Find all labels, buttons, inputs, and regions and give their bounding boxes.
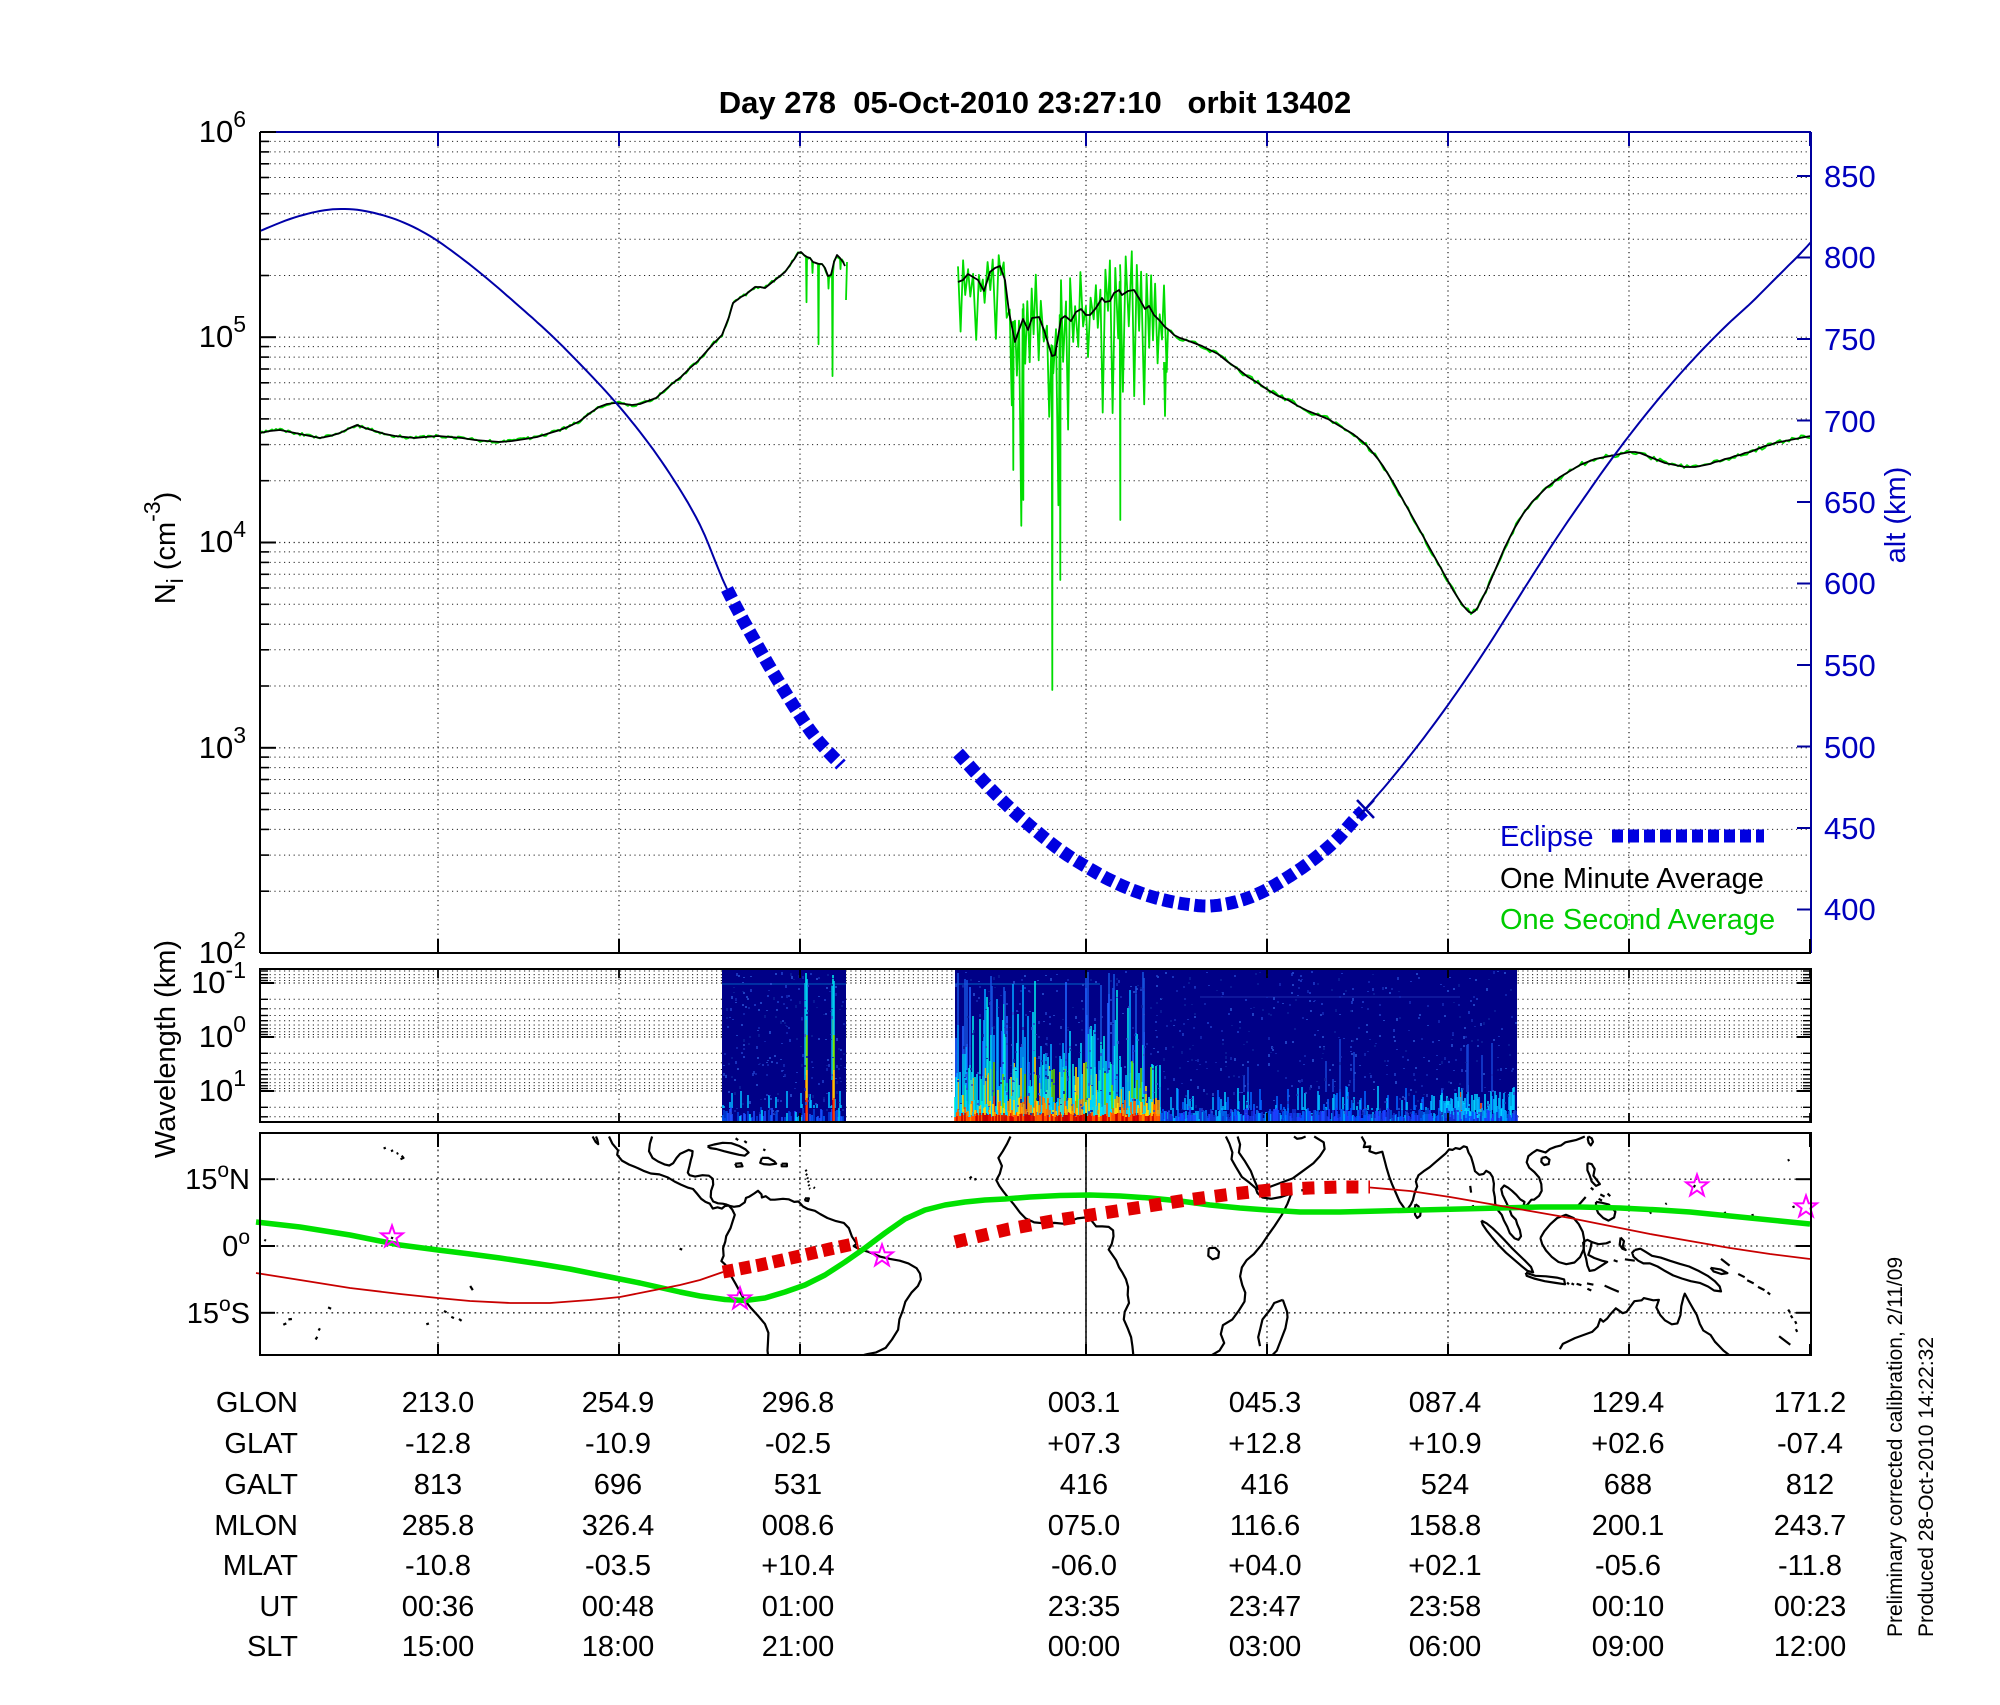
svg-text:-10.9: -10.9 — [585, 1428, 651, 1460]
svg-text:116.6: 116.6 — [1230, 1510, 1300, 1542]
svg-text:+07.3: +07.3 — [1047, 1428, 1120, 1460]
svg-text:00:36: 00:36 — [402, 1591, 475, 1623]
svg-text:-07.4: -07.4 — [1777, 1428, 1843, 1460]
svg-text:416: 416 — [1060, 1469, 1108, 1501]
svg-text:09:00: 09:00 — [1592, 1631, 1665, 1663]
svg-text:296.8: 296.8 — [762, 1387, 835, 1419]
svg-text:SLT: SLT — [247, 1631, 298, 1663]
svg-text:00:10: 00:10 — [1592, 1591, 1665, 1623]
svg-text:UT: UT — [259, 1591, 298, 1623]
svg-text:00:23: 00:23 — [1774, 1591, 1847, 1623]
svg-text:688: 688 — [1604, 1469, 1652, 1501]
svg-text:-03.5: -03.5 — [585, 1550, 651, 1582]
svg-text:12:00: 12:00 — [1774, 1631, 1847, 1663]
svg-text:696: 696 — [594, 1469, 642, 1501]
svg-text:600: 600 — [1824, 566, 1876, 601]
svg-text:+10.4: +10.4 — [761, 1550, 834, 1582]
svg-text:+02.6: +02.6 — [1591, 1428, 1664, 1460]
svg-text:Produced 28-Oct-2010 14:22:32: Produced 28-Oct-2010 14:22:32 — [1915, 1337, 1938, 1637]
svg-text:GALT: GALT — [224, 1469, 298, 1501]
svg-text:alt (km): alt (km) — [1880, 467, 1912, 564]
svg-text:075.0: 075.0 — [1048, 1510, 1121, 1542]
svg-text:326.4: 326.4 — [582, 1510, 655, 1542]
svg-text:254.9: 254.9 — [582, 1387, 655, 1419]
svg-text:650: 650 — [1824, 485, 1876, 520]
svg-text:213.0: 213.0 — [402, 1387, 475, 1419]
svg-text:087.4: 087.4 — [1409, 1387, 1482, 1419]
svg-text:-02.5: -02.5 — [765, 1428, 831, 1460]
svg-text:171.2: 171.2 — [1774, 1387, 1847, 1419]
svg-text:01:00: 01:00 — [762, 1591, 835, 1623]
svg-text:Preliminary corrected calibrat: Preliminary corrected calibration, 2/11/… — [1884, 1257, 1907, 1637]
svg-text:+12.8: +12.8 — [1228, 1428, 1301, 1460]
svg-text:MLAT: MLAT — [223, 1550, 298, 1582]
svg-text:524: 524 — [1421, 1469, 1469, 1501]
svg-text:813: 813 — [414, 1469, 462, 1501]
svg-text:06:00: 06:00 — [1409, 1631, 1482, 1663]
svg-text:200.1: 200.1 — [1592, 1510, 1665, 1542]
svg-text:15oS: 15oS — [187, 1293, 250, 1330]
svg-text:550: 550 — [1824, 648, 1876, 683]
svg-text:129.4: 129.4 — [1592, 1387, 1665, 1419]
svg-text:500: 500 — [1824, 730, 1876, 765]
svg-text:+04.0: +04.0 — [1228, 1550, 1301, 1582]
svg-text:045.3: 045.3 — [1229, 1387, 1302, 1419]
svg-text:15:00: 15:00 — [402, 1631, 475, 1663]
svg-text:+10.9: +10.9 — [1408, 1428, 1481, 1460]
svg-text:GLAT: GLAT — [224, 1428, 298, 1460]
svg-text:One Second Average: One Second Average — [1500, 904, 1775, 936]
svg-text:450: 450 — [1824, 811, 1876, 846]
svg-text:00:48: 00:48 — [582, 1591, 655, 1623]
svg-text:003.1: 003.1 — [1048, 1387, 1121, 1419]
svg-text:100: 100 — [199, 1011, 246, 1054]
svg-text:850: 850 — [1824, 159, 1876, 194]
svg-text:750: 750 — [1824, 322, 1876, 357]
svg-text:21:00: 21:00 — [762, 1631, 835, 1663]
svg-text:23:47: 23:47 — [1229, 1591, 1302, 1623]
svg-text:23:35: 23:35 — [1048, 1591, 1121, 1623]
svg-text:008.6: 008.6 — [762, 1510, 835, 1542]
svg-text:00:00: 00:00 — [1048, 1631, 1121, 1663]
svg-text:-05.6: -05.6 — [1595, 1550, 1661, 1582]
svg-text:800: 800 — [1824, 240, 1876, 275]
svg-text:-12.8: -12.8 — [405, 1428, 471, 1460]
svg-text:700: 700 — [1824, 404, 1876, 439]
svg-text:-10.8: -10.8 — [405, 1550, 471, 1582]
svg-text:+02.1: +02.1 — [1408, 1550, 1481, 1582]
svg-text:-11.8: -11.8 — [1778, 1550, 1842, 1582]
svg-text:285.8: 285.8 — [402, 1510, 475, 1542]
svg-text:416: 416 — [1241, 1469, 1289, 1501]
svg-text:Wavelength (km): Wavelength (km) — [150, 940, 182, 1158]
svg-text:400: 400 — [1824, 892, 1876, 927]
svg-text:531: 531 — [774, 1469, 822, 1501]
svg-text:23:58: 23:58 — [1409, 1591, 1482, 1623]
svg-text:158.8: 158.8 — [1409, 1510, 1482, 1542]
svg-text:03:00: 03:00 — [1229, 1631, 1302, 1663]
svg-text:243.7: 243.7 — [1774, 1510, 1847, 1542]
svg-text:-06.0: -06.0 — [1051, 1550, 1117, 1582]
svg-text:18:00: 18:00 — [582, 1631, 655, 1663]
svg-text:GLON: GLON — [216, 1387, 298, 1419]
svg-text:MLON: MLON — [214, 1510, 298, 1542]
svg-text:One Minute Average: One Minute Average — [1500, 863, 1764, 895]
svg-text:812: 812 — [1786, 1469, 1834, 1501]
svg-text:Eclipse: Eclipse — [1500, 821, 1594, 853]
svg-text:Day 278 05-Oct-2010 23:27:10: Day 278 05-Oct-2010 23:27:10 orbit 13402 — [719, 85, 1351, 120]
svg-text:0o: 0o — [222, 1226, 250, 1263]
